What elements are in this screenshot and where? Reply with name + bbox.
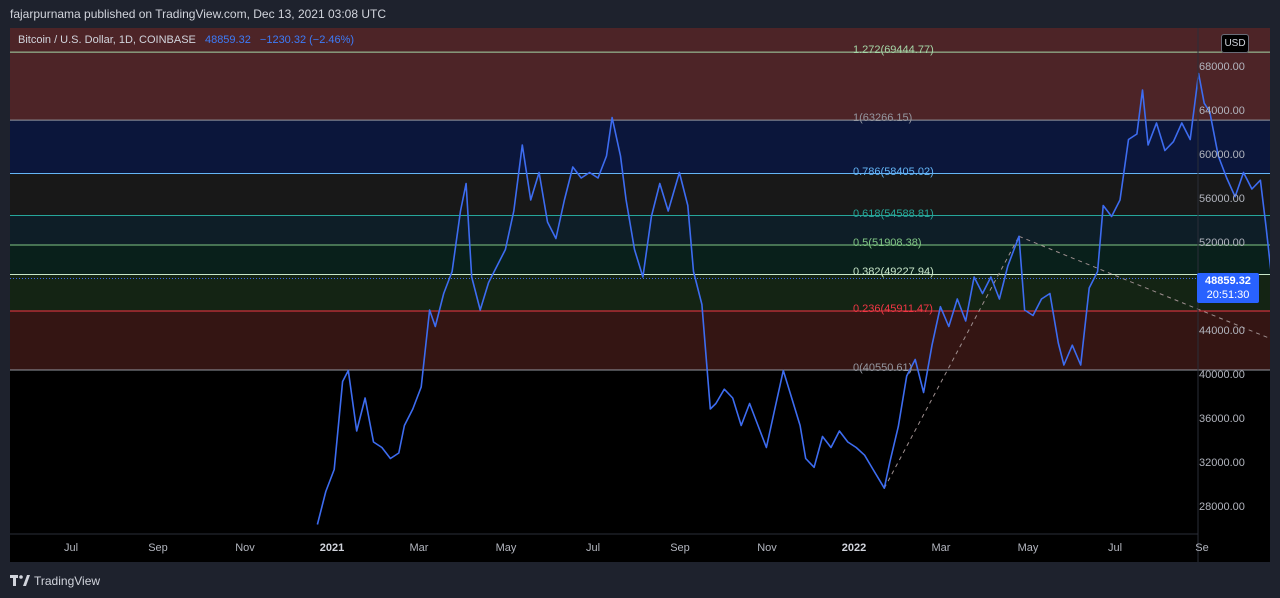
last-price-tag: 48859.32 20:51:30 — [1197, 273, 1259, 303]
fib-zone — [10, 120, 1270, 174]
price-axis-tick: 28000.00 — [1199, 501, 1245, 513]
publication-bar: fajarpurnama published on TradingView.co… — [0, 0, 1280, 28]
fib-zone — [10, 215, 1270, 246]
fib-level-label: 0.236(45911.47) — [853, 302, 933, 315]
footer-brand: TradingView — [34, 574, 101, 588]
time-axis-tick: Nov — [757, 542, 777, 554]
fib-level-label: 0.382(49227.94) — [853, 266, 934, 279]
symbol-price: 48859.32 — [204, 34, 251, 46]
symbol-name: Bitcoin / U.S. Dollar, 1D, COINBASE — [18, 34, 196, 46]
bar-countdown: 20:51:30 — [1206, 289, 1250, 301]
last-price-value: 48859.32 — [1205, 275, 1251, 287]
time-axis-tick: Se — [1195, 542, 1209, 554]
fib-zone — [10, 310, 1270, 370]
time-axis-tick: May — [1017, 542, 1039, 554]
price-axis-tick: 44000.00 — [1199, 325, 1245, 337]
price-axis-tick: 36000.00 — [1199, 413, 1245, 425]
fib-level-label: 0(40550.61) — [853, 361, 913, 374]
time-axis-tick: Jul — [1107, 542, 1123, 554]
time-axis-tick: Sep — [148, 542, 168, 554]
fib-level-label: 0.618(54588.81) — [853, 207, 934, 220]
fib-level-label: 0.5(51908.38) — [853, 237, 922, 249]
time-axis-tick: Sep — [670, 542, 690, 554]
price-axis-tick: 68000.00 — [1199, 61, 1245, 73]
fib-zone — [10, 28, 1270, 121]
price-axis-tick: 56000.00 — [1199, 193, 1245, 205]
price-chart[interactable] — [10, 28, 1270, 562]
time-axis-tick: May — [495, 542, 517, 554]
time-axis-tick: Nov — [235, 542, 255, 554]
footer[interactable]: TradingView — [10, 572, 100, 590]
time-axis-tick: 2021 — [319, 542, 345, 554]
symbol-legend[interactable]: Bitcoin / U.S. Dollar, 1D, COINBASE 4885… — [18, 34, 354, 46]
currency-button[interactable]: USD — [1221, 34, 1249, 53]
tradingview-logo-icon — [10, 575, 30, 586]
fib-level-label: 0.786(58405.02) — [853, 165, 934, 178]
fib-trend-line — [1018, 235, 1270, 339]
price-axis-tick: 52000.00 — [1199, 237, 1245, 249]
fib-level-label: 1(63266.15) — [853, 112, 913, 125]
time-axis-tick: Jul — [585, 542, 601, 554]
fib-level-label: 1.272(69444.77) — [853, 44, 934, 57]
price-axis-tick: 40000.00 — [1199, 369, 1245, 381]
symbol-change: −1230.32 (−2.46%) — [259, 34, 355, 46]
price-axis-tick: 60000.00 — [1199, 149, 1245, 161]
time-axis-tick: Mar — [409, 542, 429, 554]
fib-zone — [10, 173, 1270, 216]
time-axis-tick: Mar — [931, 542, 951, 554]
time-axis-tick: Jul — [63, 542, 79, 554]
publication-text: fajarpurnama published on TradingView.co… — [10, 7, 387, 21]
price-axis-tick: 64000.00 — [1199, 105, 1245, 117]
fib-zone — [10, 274, 1270, 311]
time-axis-tick: 2022 — [841, 542, 867, 554]
chart-area[interactable]: Bitcoin / U.S. Dollar, 1D, COINBASE 4885… — [10, 28, 1270, 562]
price-line — [316, 72, 1270, 525]
price-axis-tick: 32000.00 — [1199, 457, 1245, 469]
